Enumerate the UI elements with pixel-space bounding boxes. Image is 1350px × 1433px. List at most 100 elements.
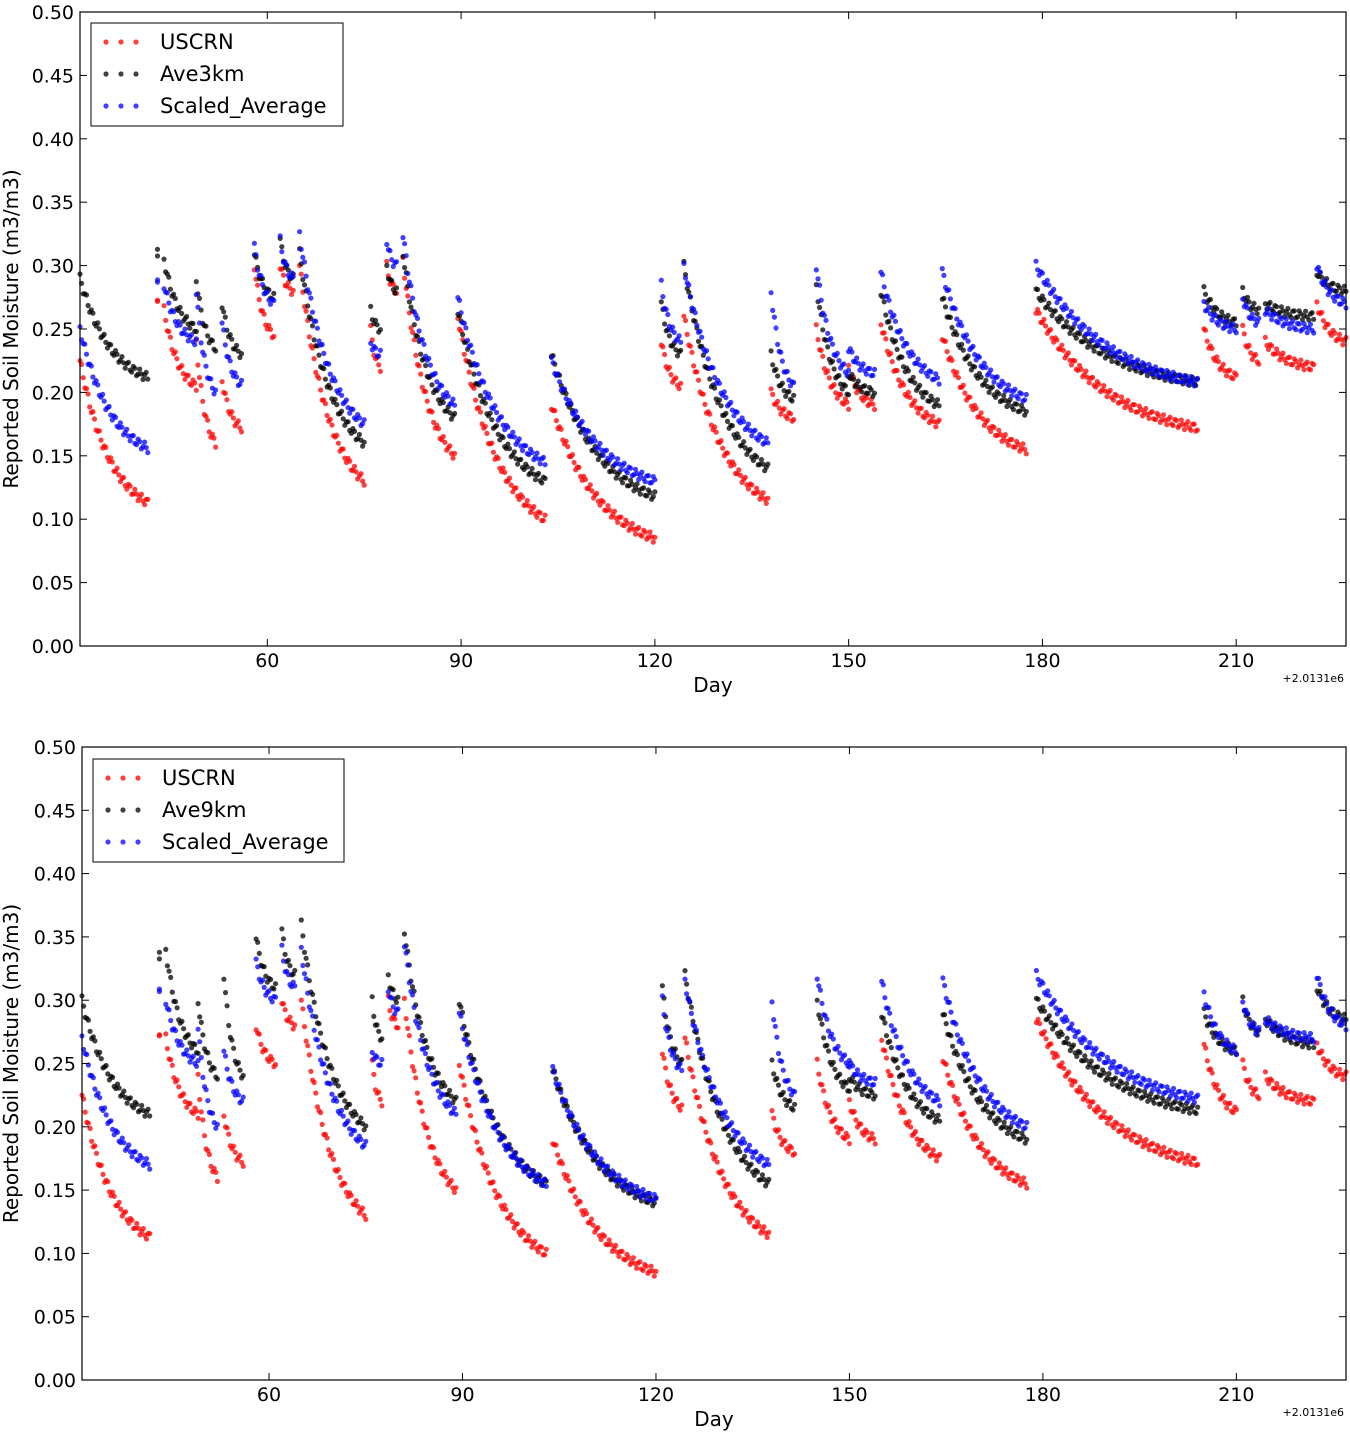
data-point (1119, 1123, 1125, 1129)
data-point (1116, 1084, 1122, 1090)
data-point (732, 1194, 738, 1200)
data-point (1057, 296, 1063, 302)
data-point (1077, 1050, 1083, 1056)
data-point (1290, 362, 1296, 368)
data-point (751, 1172, 757, 1178)
data-point (429, 1071, 435, 1077)
data-point (290, 287, 296, 293)
data-point (1267, 299, 1273, 305)
data-point (329, 1151, 335, 1157)
data-point (377, 368, 383, 374)
data-point (904, 341, 910, 347)
data-point (1110, 344, 1117, 350)
data-point (1227, 329, 1233, 335)
data-point (1023, 408, 1029, 415)
data-point (342, 1098, 348, 1104)
data-point (1269, 1026, 1275, 1032)
data-point (1145, 1098, 1151, 1104)
data-point (1110, 397, 1117, 403)
data-point (1083, 1057, 1089, 1063)
data-point (271, 333, 277, 339)
data-point (666, 1034, 672, 1040)
data-point (463, 1096, 469, 1102)
data-point (542, 1176, 548, 1182)
data-point (111, 1193, 117, 1199)
data-point (679, 1056, 685, 1062)
data-point (1086, 326, 1092, 332)
data-point (690, 1074, 696, 1080)
data-point (116, 1085, 122, 1091)
data-point (145, 496, 151, 502)
data-point (1290, 1027, 1296, 1033)
data-point (91, 416, 98, 422)
data-point (1059, 1031, 1065, 1037)
data-point (524, 498, 530, 504)
data-point (619, 1248, 625, 1254)
data-point (321, 1061, 327, 1067)
data-point (1006, 1175, 1012, 1182)
data-point (405, 1025, 411, 1031)
data-point (329, 1065, 335, 1071)
data-point (784, 368, 790, 374)
data-point (413, 352, 419, 358)
data-point (742, 474, 748, 480)
data-point (83, 351, 90, 357)
data-point (132, 1149, 138, 1155)
data-point (1070, 1042, 1077, 1048)
data-point (395, 1025, 401, 1031)
data-point (318, 1110, 324, 1116)
data-point (1024, 1119, 1030, 1126)
data-point (1283, 316, 1289, 322)
data-point (819, 1021, 825, 1027)
data-point (1144, 373, 1150, 379)
data-point (634, 1183, 640, 1190)
data-point (775, 1050, 782, 1057)
data-point (129, 369, 135, 375)
data-point (1311, 1039, 1317, 1045)
data-point (1316, 975, 1322, 982)
data-point (1280, 1084, 1286, 1091)
y-tick-label: 0.05 (34, 1307, 76, 1329)
data-point (708, 1140, 714, 1146)
data-point (185, 1032, 191, 1038)
data-point (298, 917, 304, 923)
data-point (1187, 1110, 1193, 1116)
data-point (746, 1219, 753, 1225)
data-point (121, 1140, 127, 1146)
data-point (461, 320, 467, 326)
x-offset-label: +2.0131e6 (1283, 1406, 1344, 1419)
data-point (327, 385, 333, 391)
data-point (1324, 1001, 1330, 1007)
series-Scaled_Average (77, 229, 1349, 486)
data-point (933, 1158, 940, 1164)
data-point (110, 1189, 116, 1195)
data-point (1174, 1095, 1180, 1101)
y-axis-title: Reported Soil Moisture (m3/m3) (0, 904, 23, 1223)
data-point (268, 976, 274, 983)
data-point (1209, 1070, 1215, 1076)
data-point (209, 337, 215, 344)
data-point (132, 365, 138, 371)
x-offset-label: +2.0131e6 (1283, 672, 1344, 685)
data-point (584, 1211, 590, 1217)
data-point (114, 351, 120, 357)
data-point (835, 1130, 841, 1136)
data-point (759, 1172, 766, 1178)
data-point (465, 337, 471, 343)
data-point (1275, 1029, 1281, 1035)
data-point (337, 387, 343, 393)
data-point (769, 999, 775, 1005)
data-point (93, 1150, 100, 1156)
data-point (1169, 1106, 1175, 1112)
data-point (87, 1028, 93, 1034)
data-point (306, 334, 312, 340)
data-point (337, 1174, 343, 1181)
data-point (376, 1028, 382, 1034)
data-point (674, 1095, 680, 1101)
data-point (201, 1133, 208, 1139)
data-point (872, 1141, 878, 1147)
data-point (761, 1224, 767, 1230)
data-point (537, 510, 543, 516)
data-point (114, 465, 120, 471)
data-point (652, 534, 658, 540)
